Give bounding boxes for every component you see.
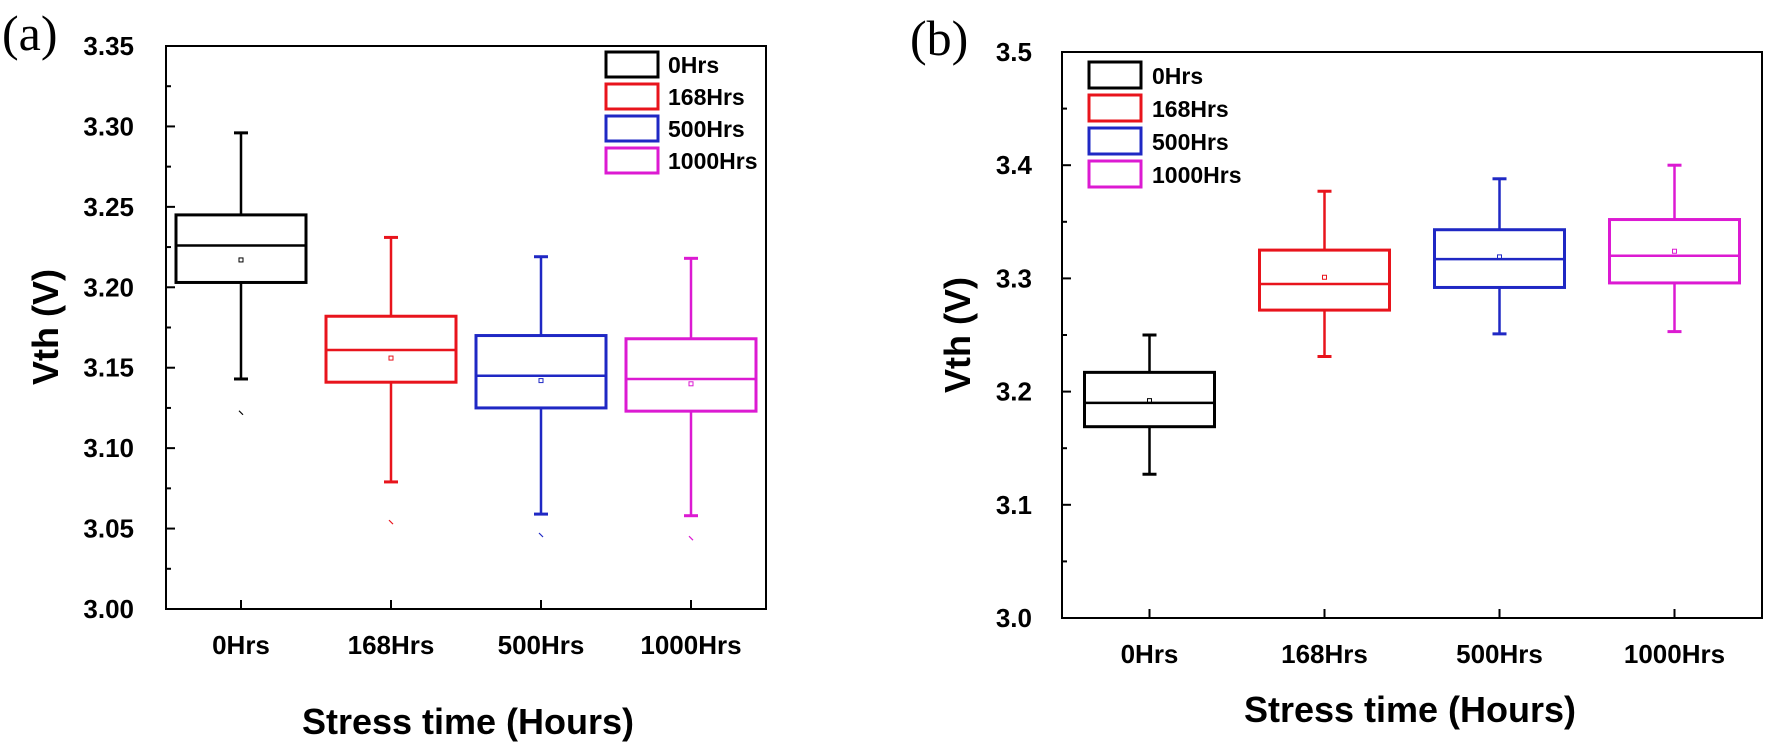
box-0Hrs [1083, 333, 1216, 476]
x-ticks-a: 0Hrs 168Hrs 500Hrs 1000Hrs [212, 600, 742, 660]
box-500Hrs [1433, 177, 1566, 336]
panel-b: (b) 3.0 3.1 3.2 3.3 3.4 3.5 0Hrs 168Hrs 500Hrs 1… [910, 10, 1763, 730]
box-500Hrs [474, 255, 608, 538]
y-tick-label: 3.00 [83, 594, 134, 624]
y-axis-title-a: Vth (V) [25, 269, 66, 385]
mean-marker [1322, 274, 1327, 280]
outlier-marker [538, 532, 544, 538]
boxes-b [1083, 163, 1741, 476]
y-tick-label: 3.15 [83, 353, 134, 383]
y-tick-label: 3.20 [83, 272, 134, 302]
mean-marker [538, 378, 544, 384]
x-tick-label: 0Hrs [212, 630, 270, 660]
legend-swatch [604, 114, 660, 143]
legend-label: 0Hrs [668, 52, 719, 78]
x-axis-title-b: Stress time (Hours) [1244, 689, 1576, 730]
mean-marker [1497, 254, 1502, 260]
x-tick-label: 1000Hrs [640, 630, 741, 660]
x-tick-label: 500Hrs [498, 630, 585, 660]
mean-marker [688, 381, 694, 387]
x-tick-label: 168Hrs [1281, 639, 1368, 669]
mean-marker [388, 355, 394, 361]
y-axis-title-b: Vth (V) [937, 277, 978, 393]
panel-a: (a) 3.00 3.05 3.10 3.15 3.20 3.25 3.30 3.35 0Hr… [2, 5, 767, 742]
legend-label: 500Hrs [668, 116, 745, 142]
y-tick-label: 3.05 [83, 514, 134, 544]
outlier-marker [238, 410, 244, 416]
mean-marker [1147, 398, 1152, 404]
legend-label: 168Hrs [1152, 96, 1229, 122]
y-tick-label: 3.4 [996, 150, 1033, 180]
iqr-box [1083, 370, 1216, 429]
y-ticks-b: 3.0 3.1 3.2 3.3 3.4 3.5 [996, 37, 1071, 633]
legend-label: 1000Hrs [668, 148, 758, 174]
box-0Hrs [174, 131, 308, 416]
legend-label: 1000Hrs [1152, 162, 1242, 188]
y-tick-label: 3.3 [996, 263, 1032, 293]
iqr-box [1258, 248, 1391, 312]
x-tick-label: 168Hrs [348, 630, 435, 660]
iqr-box [1608, 218, 1741, 285]
box-1000Hrs [1608, 163, 1741, 334]
y-tick-label: 3.30 [83, 111, 134, 141]
legend-swatch [604, 50, 660, 79]
x-ticks-b: 0Hrs 168Hrs 500Hrs 1000Hrs [1121, 609, 1725, 669]
legend-swatch [604, 82, 660, 111]
box-168Hrs [324, 235, 458, 525]
y-tick-label: 3.25 [83, 192, 134, 222]
box-168Hrs [1258, 189, 1391, 359]
legend-b: 0Hrs 168Hrs 500Hrs 1000Hrs [1087, 60, 1242, 189]
iqr-box [624, 337, 758, 413]
legend-label: 0Hrs [1152, 63, 1203, 89]
legend-a: 0Hrs 168Hrs 500Hrs 1000Hrs [604, 50, 758, 175]
y-ticks-a: 3.00 3.05 3.10 3.15 3.20 3.25 3.30 3.35 [83, 31, 175, 624]
legend-label: 168Hrs [668, 84, 745, 110]
y-tick-label: 3.1 [996, 490, 1032, 520]
panel-label-b: (b) [910, 10, 968, 66]
boxes-a [174, 131, 758, 541]
x-axis-title-a: Stress time (Hours) [302, 701, 634, 742]
box-1000Hrs [624, 256, 758, 541]
x-tick-label: 1000Hrs [1624, 639, 1725, 669]
y-tick-label: 3.2 [996, 377, 1032, 407]
iqr-box [474, 334, 608, 410]
legend-swatch [1087, 60, 1143, 90]
x-tick-label: 0Hrs [1121, 639, 1179, 669]
y-tick-label: 3.35 [83, 31, 134, 61]
legend-swatch [1087, 159, 1143, 189]
y-tick-label: 3.5 [996, 37, 1032, 67]
iqr-box [174, 213, 308, 284]
legend-swatch [1087, 126, 1143, 156]
outlier-marker [688, 535, 694, 541]
legend-swatch [1087, 93, 1143, 123]
x-tick-label: 500Hrs [1456, 639, 1543, 669]
mean-marker [238, 257, 244, 263]
legend-label: 500Hrs [1152, 129, 1229, 155]
y-tick-label: 3.10 [83, 433, 134, 463]
panel-label-a: (a) [2, 5, 58, 61]
y-tick-label: 3.0 [996, 603, 1032, 633]
legend-swatch [604, 146, 660, 175]
mean-marker [1672, 248, 1677, 254]
outlier-marker [388, 519, 394, 525]
